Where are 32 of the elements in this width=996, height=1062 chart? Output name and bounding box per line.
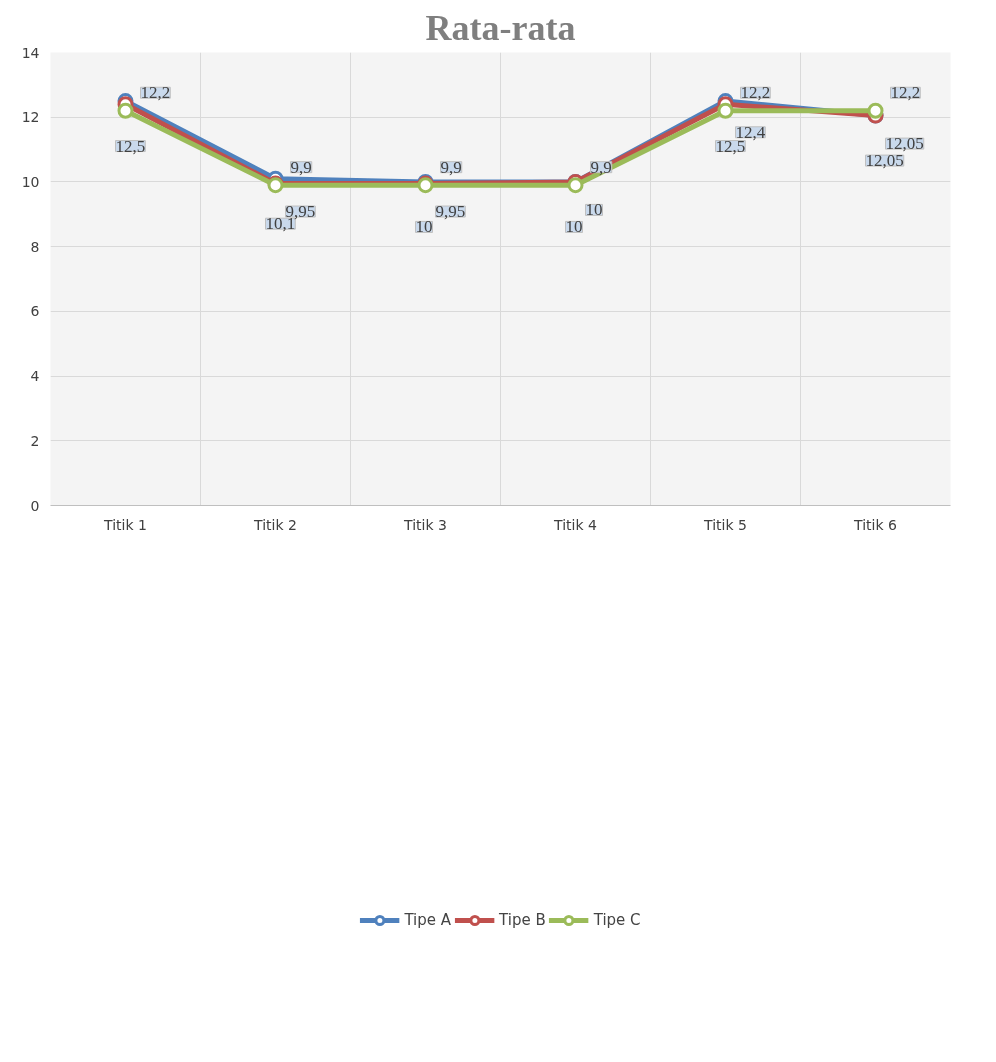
- data-label: 10: [565, 217, 583, 237]
- legend-label: Tipe B: [499, 911, 546, 929]
- x-tick-label: Titik 2: [253, 516, 297, 533]
- y-tick-label: 14: [21, 44, 40, 61]
- data-label: 12,5: [115, 136, 146, 156]
- x-tick-label: Titik 6: [853, 516, 898, 533]
- data-label: 12,05: [865, 151, 904, 171]
- data-label: 9,95: [435, 202, 466, 222]
- data-label: 12,2: [890, 83, 921, 103]
- x-tick-label: Titik 5: [703, 516, 747, 533]
- legend-label: Tipe C: [593, 911, 641, 929]
- data-label: 10: [415, 217, 433, 237]
- y-tick-label: 12: [21, 109, 40, 126]
- y-tick-label: 0: [30, 497, 40, 514]
- y-tick-label: 6: [30, 303, 40, 320]
- data-label: 12,05: [885, 134, 924, 154]
- data-label: 9,9: [590, 157, 612, 177]
- chart-title: Rata-rata: [425, 7, 576, 48]
- x-tick-label: Titik 3: [403, 516, 447, 533]
- y-tick-label: 8: [30, 238, 40, 255]
- data-label: 12,2: [140, 83, 171, 103]
- y-tick-label: 4: [30, 368, 40, 385]
- y-tick-label: 2: [30, 432, 40, 449]
- data-label: 9,9: [440, 157, 462, 177]
- data-label: 12,2: [740, 83, 771, 103]
- data-label: 10: [585, 200, 603, 220]
- x-tick-label: Titik 4: [553, 516, 598, 533]
- legend-label: Tipe A: [404, 911, 452, 929]
- data-label: 12,4: [735, 122, 766, 142]
- x-tick-label: Titik 1: [103, 516, 147, 533]
- y-tick-label: 10: [21, 173, 40, 190]
- data-label: 9,9: [290, 157, 312, 177]
